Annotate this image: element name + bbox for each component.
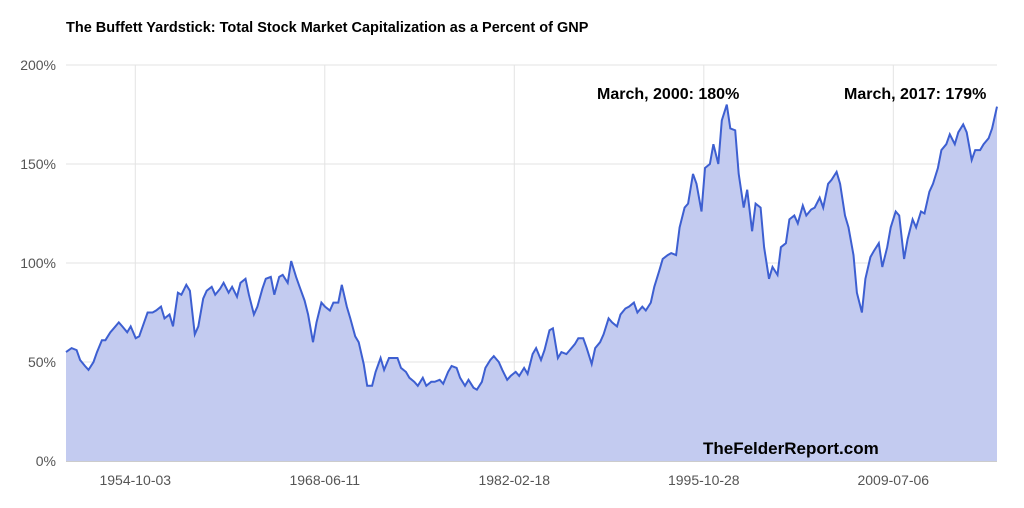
x-tick-label: 1982-02-18 [478,472,550,488]
x-tick-label: 2009-07-06 [857,472,929,488]
y-tick-label: 100% [20,255,56,271]
y-tick-label: 150% [20,156,56,172]
annotation-label: March, 2017: 179% [844,86,986,103]
series-line [65,104,998,392]
x-tick-label: 1954-10-03 [99,472,171,488]
y-tick-label: 50% [28,354,56,370]
y-axis-ticks: 0% 50% 100% 150% 200% [20,57,56,469]
x-tick-label: 1968-06-11 [289,472,360,488]
annotation-label: March, 2000: 180% [597,86,739,103]
x-tick-label: 1995-10-28 [668,472,740,488]
annotations: March, 2000: 180% March, 2017: 179% [597,86,986,103]
y-tick-label: 200% [20,57,56,73]
y-tick-label: 0% [36,453,56,469]
watermark: TheFelderReport.com [703,439,879,458]
series-area [66,104,997,461]
x-axis-ticks: 1954-10-03 1968-06-11 1982-02-18 1995-10-28… [99,472,929,488]
chart-title: The Buffett Yardstick: Total Stock Marke… [66,20,589,36]
